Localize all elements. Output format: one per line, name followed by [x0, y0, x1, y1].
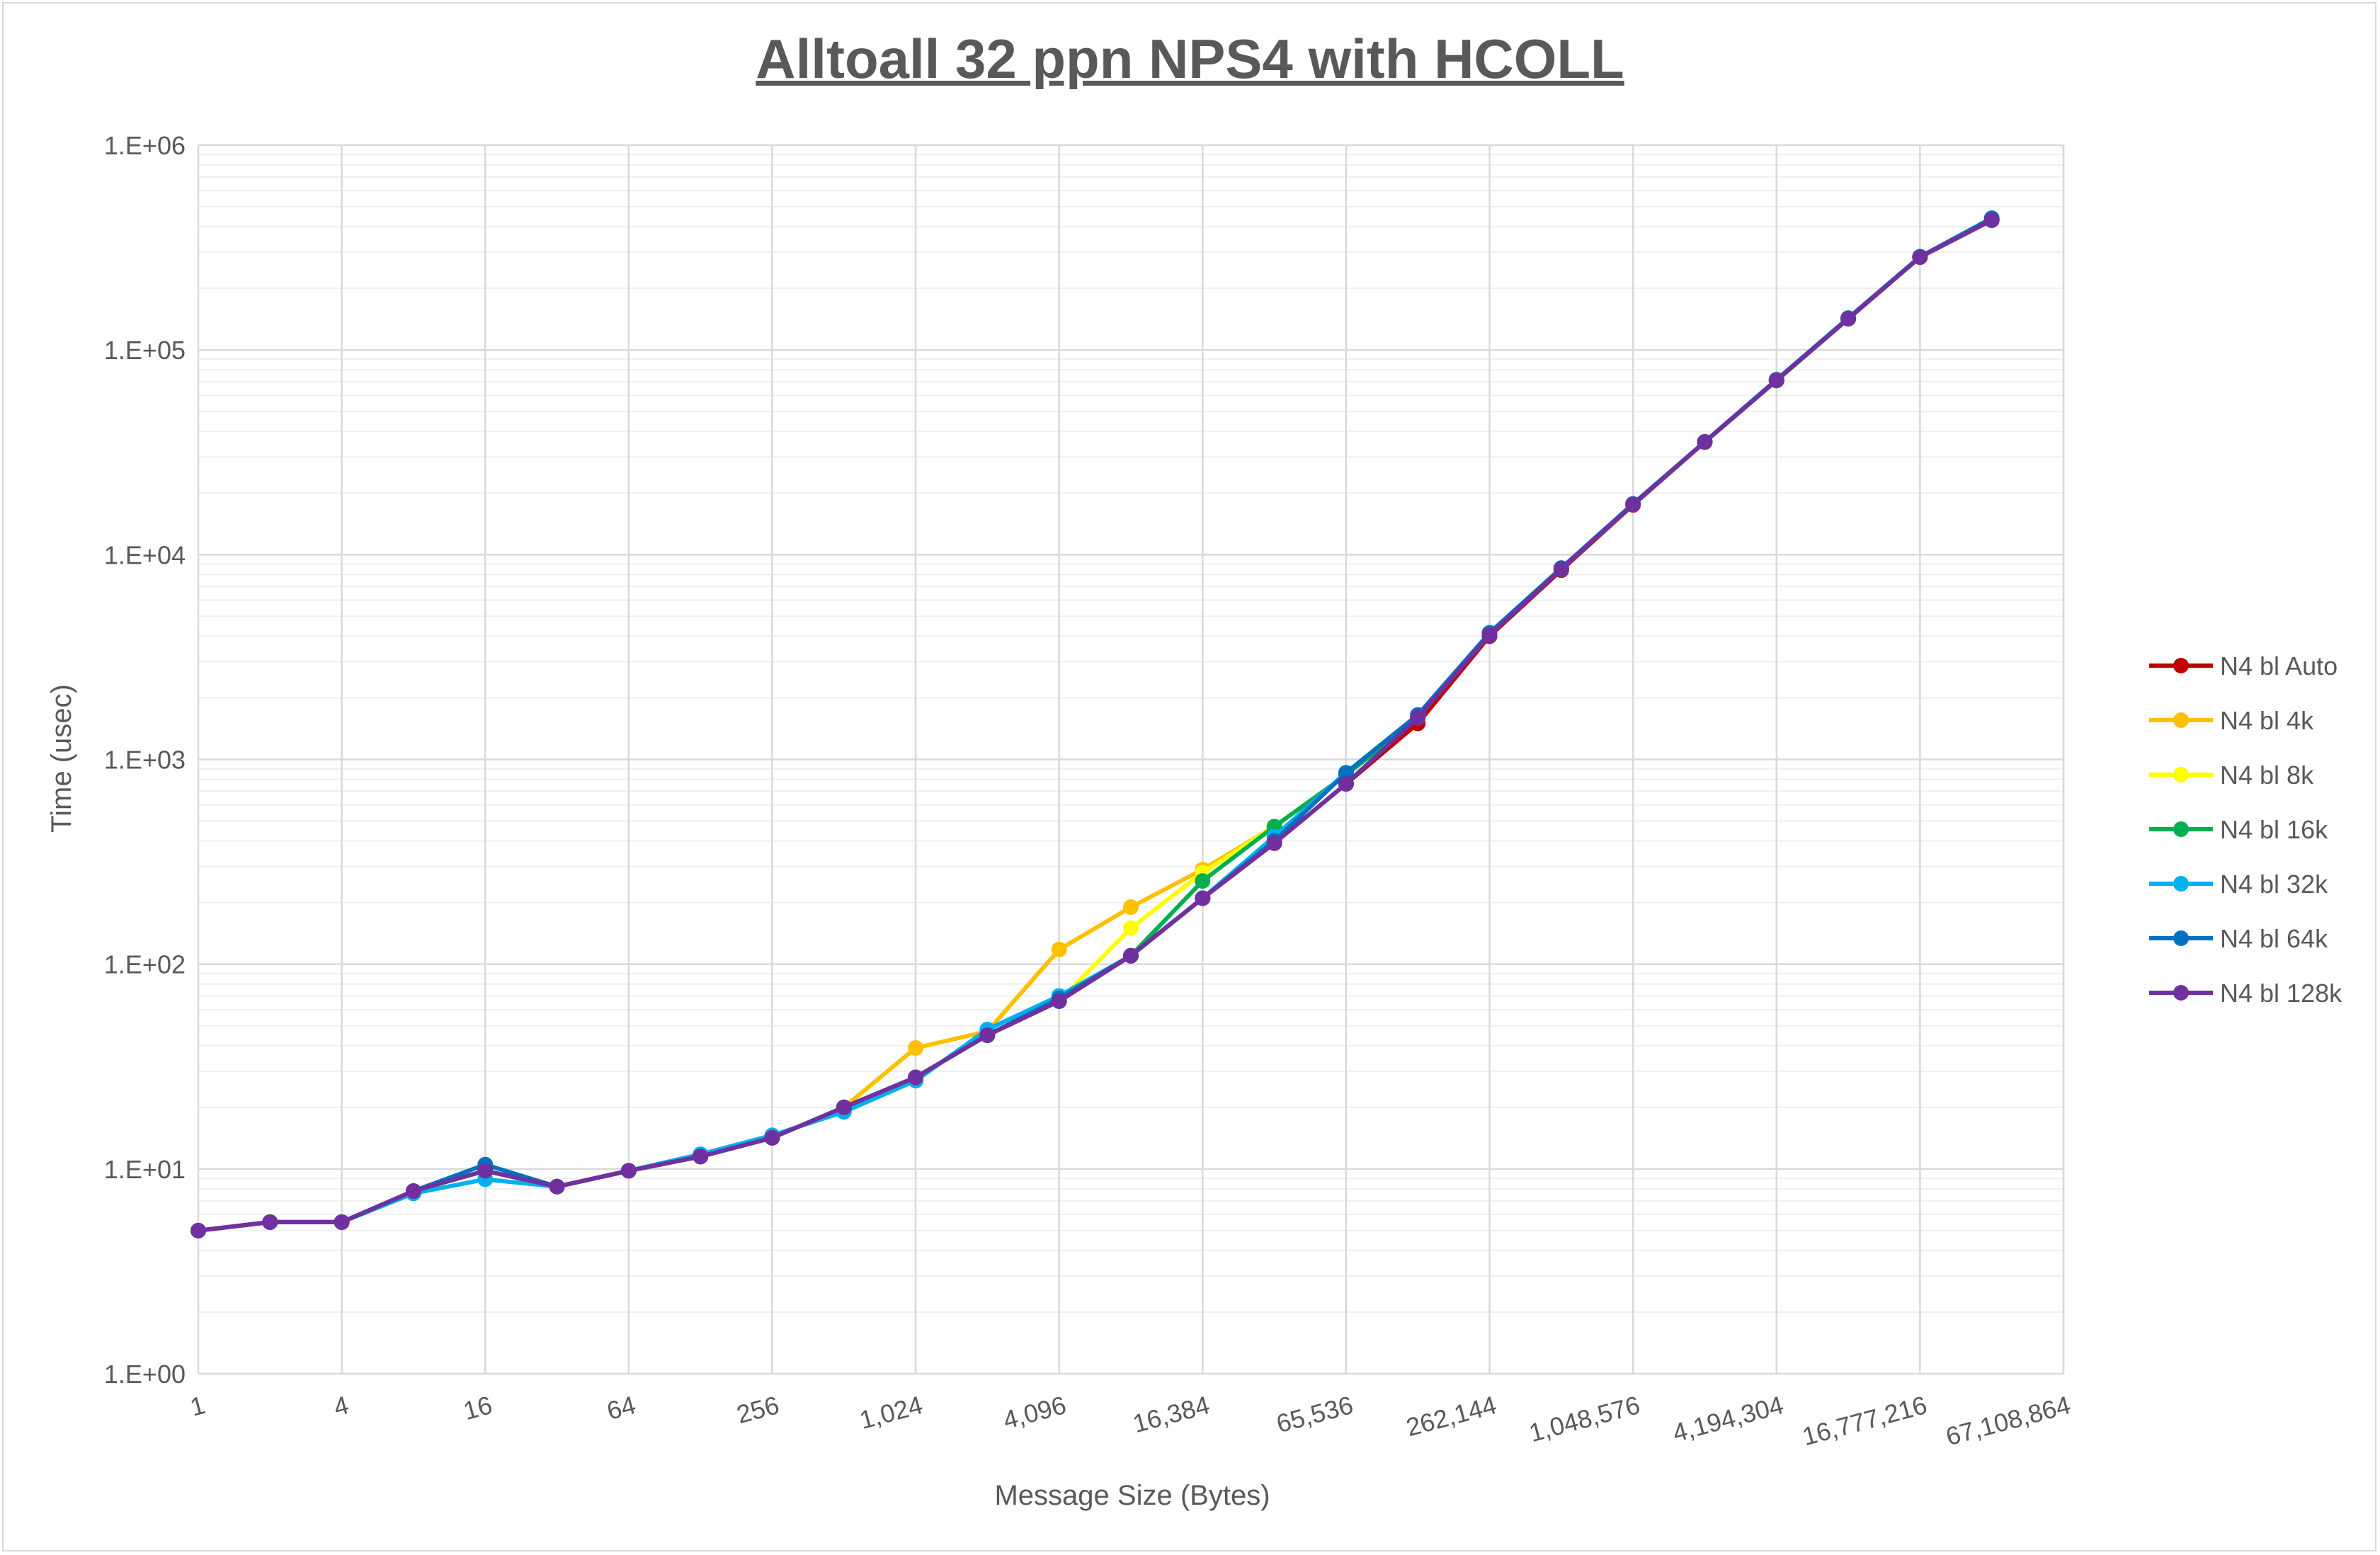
y-tick-label: 1.E+06 [104, 131, 186, 160]
data-point [1338, 765, 1354, 781]
x-tick-label: 4,096 [1000, 1390, 1069, 1435]
data-point [1697, 434, 1713, 450]
series-line [196, 218, 1994, 1233]
x-tick-label: 1,048,576 [1526, 1390, 1643, 1447]
data-point [693, 1149, 709, 1165]
y-tick-labels: 1.E+00 1.E+01 1.E+02 1.E+03 1.E+04 1.E+05 1.E+… [104, 131, 186, 1389]
legend-swatch-marker [2173, 767, 2189, 782]
data-point [1195, 873, 1211, 889]
data-point [1912, 249, 1928, 266]
x-tick-label: 4 [331, 1390, 352, 1422]
x-tick-label: 16,384 [1129, 1390, 1212, 1438]
series-n4-bl-4k [190, 212, 2000, 1238]
x-tick-label: 64 [604, 1390, 639, 1425]
data-point [1266, 835, 1282, 851]
legend-item: N4 bl 32k [2149, 870, 2328, 899]
x-tick-label: 1,024 [857, 1390, 926, 1435]
data-point [908, 1069, 924, 1086]
x-tick-label: 16,777,216 [1799, 1390, 1930, 1451]
data-point [190, 1222, 206, 1238]
data-point [549, 1178, 565, 1195]
legend-label: N4 bl 16k [2220, 815, 2328, 844]
legend-label: N4 bl 32k [2220, 870, 2328, 899]
x-tick-label: 1 [187, 1390, 208, 1422]
data-point [262, 1214, 278, 1230]
x-tick-label: 4,194,304 [1670, 1390, 1787, 1447]
legend-swatch-marker [2173, 985, 2189, 1001]
data-point [1481, 627, 1498, 643]
x-tick-label: 16 [460, 1390, 495, 1425]
y-tick-label: 1.E+05 [104, 336, 186, 365]
x-tick-labels: 1 4 16 64 256 1,024 4,096 16,384 65,536 262,144 1,… [187, 1390, 2073, 1451]
series-n4-bl-128k [190, 212, 2000, 1238]
x-tick-label: 262,144 [1403, 1390, 1499, 1442]
data-point [1051, 993, 1067, 1009]
chart-title: Alltoall 32 ppn NPS4 with HCOLL [756, 28, 1624, 90]
legend-item: N4 bl 8k [2149, 761, 2314, 790]
data-point [1195, 890, 1211, 906]
legend-item: N4 bl 4k [2149, 706, 2314, 735]
y-tick-label: 1.E+03 [104, 746, 186, 775]
y-axis-label: Time (usec) [46, 684, 77, 833]
series-n4-bl-16k [190, 212, 2000, 1238]
data-point [1410, 710, 1426, 726]
legend-item: N4 bl Auto [2149, 651, 2338, 680]
legend-swatch-marker [2173, 821, 2189, 837]
legend-label: N4 bl 64k [2220, 924, 2328, 953]
data-point [1553, 561, 1569, 577]
series-line [196, 217, 1994, 1233]
x-tick-label: 67,108,864 [1942, 1390, 2073, 1451]
data-point [764, 1129, 780, 1146]
legend-label: N4 bl 8k [2220, 761, 2314, 790]
series-n4-bl-8k [190, 212, 2000, 1238]
series-n4-bl-32k [190, 211, 2000, 1238]
data-point [477, 1163, 494, 1179]
data-point [1123, 947, 1139, 964]
legend-swatch-marker [2173, 712, 2189, 728]
series-line [196, 218, 1994, 1233]
data-point [836, 1099, 852, 1115]
data-point [1338, 775, 1354, 792]
legend-swatch-marker [2173, 930, 2189, 946]
y-tick-label: 1.E+00 [104, 1360, 186, 1389]
legend-label: N4 bl 4k [2220, 706, 2314, 735]
legend-item: N4 bl 16k [2149, 815, 2328, 844]
data-point [405, 1183, 421, 1200]
data-point [334, 1214, 350, 1230]
data-point [1768, 372, 1784, 389]
legend-item: N4 bl 128k [2149, 979, 2342, 1008]
data-point [620, 1163, 637, 1179]
data-point [908, 1039, 924, 1056]
series-line [196, 218, 1994, 1233]
data-point [979, 1027, 996, 1043]
data-point [1051, 941, 1067, 957]
legend-swatch-marker [2173, 876, 2189, 892]
x-axis-label: Message Size (Bytes) [994, 1480, 1270, 1511]
legend-swatch-marker [2173, 658, 2189, 673]
series-n4-bl-auto [190, 212, 2000, 1238]
series-line [196, 218, 1994, 1233]
series-layer [190, 210, 2000, 1238]
legend-label: N4 bl Auto [2220, 651, 2338, 680]
major-gridlines [197, 144, 2065, 1375]
legend: N4 bl Auto N4 bl 4k N4 bl 8k N4 bl 16k N4 bl… [2149, 651, 2342, 1008]
x-tick-label: 65,536 [1273, 1390, 1356, 1438]
data-point [1625, 496, 1641, 513]
data-point [1123, 920, 1139, 936]
y-tick-label: 1.E+04 [104, 540, 186, 569]
legend-item: N4 bl 64k [2149, 924, 2328, 953]
y-tick-label: 1.E+01 [104, 1155, 186, 1184]
series-line [196, 218, 1994, 1233]
x-tick-label: 256 [734, 1390, 782, 1429]
y-tick-label: 1.E+02 [104, 950, 186, 979]
data-point [1123, 899, 1139, 916]
data-point [1840, 311, 1857, 327]
series-n4-bl-64k [190, 210, 2000, 1238]
minor-gridlines [198, 154, 2063, 1313]
data-point [1983, 212, 2000, 228]
legend-label: N4 bl 128k [2220, 979, 2342, 1008]
